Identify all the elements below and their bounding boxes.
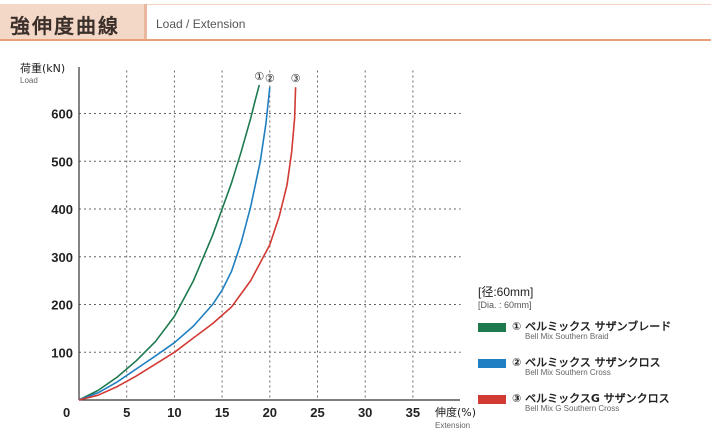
legend-item-1: ① ベルミックス サザンブレード Bell Mix Southern Braid <box>478 318 708 354</box>
y-tick-label: 500 <box>51 154 73 169</box>
legend-item-3: ③ ベルミックスG サザンクロス Bell Mix G Southern Cro… <box>478 390 708 426</box>
legend-sub-2: Bell Mix Southern Cross <box>525 368 611 377</box>
legend-swatch-3 <box>478 395 506 404</box>
y-tick-label: 300 <box>51 250 73 265</box>
legend-label-3: ③ ベルミックスG サザンクロス <box>512 392 670 405</box>
legend-header: [径:60mm] <box>478 285 534 299</box>
legend-swatch-1 <box>478 323 506 332</box>
title-box: 強伸度曲線 <box>0 4 144 40</box>
series-marker-1: ① <box>254 70 264 83</box>
header: 強伸度曲線 Load / Extension <box>0 0 711 41</box>
y-tick-label: 400 <box>51 202 73 217</box>
grid <box>79 70 461 400</box>
y-tick-label: 100 <box>51 345 73 360</box>
legend: [径:60mm] [Dia. : 60mm] ① ベルミックス サザンブレード … <box>478 283 708 426</box>
x-tick-label: 15 <box>215 405 229 420</box>
series-lines <box>78 84 297 401</box>
page-title: 強伸度曲線 <box>10 14 120 38</box>
series-line-1 <box>78 84 261 401</box>
legend-swatch-2 <box>478 359 506 368</box>
title-separator <box>144 4 147 40</box>
y-axis-label-sub: Load <box>20 76 38 85</box>
x-tick-label: 25 <box>310 405 324 420</box>
y-axis-label: 荷重(kN) <box>20 61 65 75</box>
legend-header-sub: [Dia. : 60mm] <box>478 300 532 310</box>
series-marker-2: ② <box>265 72 275 85</box>
x-tick-label: 10 <box>167 405 181 420</box>
x-tick-label: 35 <box>406 405 420 420</box>
series-line-2 <box>78 87 271 401</box>
page-subtitle: Load / Extension <box>156 17 246 31</box>
legend-label-1: ① ベルミックス サザンブレード <box>512 320 672 333</box>
legend-sub-1: Bell Mix Southern Braid <box>525 332 609 341</box>
legend-sub-3: Bell Mix G Southern Cross <box>525 404 620 413</box>
x-axis-label-sub: Extension <box>435 421 470 430</box>
x-axis-label: 伸度(%) <box>435 405 476 419</box>
y-tick-label: 600 <box>51 107 73 122</box>
series-marker-3: ③ <box>291 72 301 85</box>
x-tick-label: 30 <box>358 405 372 420</box>
legend-item-2: ② ベルミックス サザンクロス Bell Mix Southern Cross <box>478 354 708 390</box>
axes <box>78 67 460 401</box>
x-tick-label: 20 <box>263 405 277 420</box>
y-tick-label: 200 <box>51 298 73 313</box>
header-top-line <box>147 4 711 5</box>
series-line-3 <box>78 87 297 401</box>
header-rule <box>0 39 711 41</box>
origin-label: 0 <box>63 405 70 420</box>
tick-labels: 5 10 15 20 25 30 35 100 200 300 400 500 600 <box>51 107 420 421</box>
x-tick-label: 5 <box>123 405 130 420</box>
legend-label-2: ② ベルミックス サザンクロス <box>512 356 661 369</box>
